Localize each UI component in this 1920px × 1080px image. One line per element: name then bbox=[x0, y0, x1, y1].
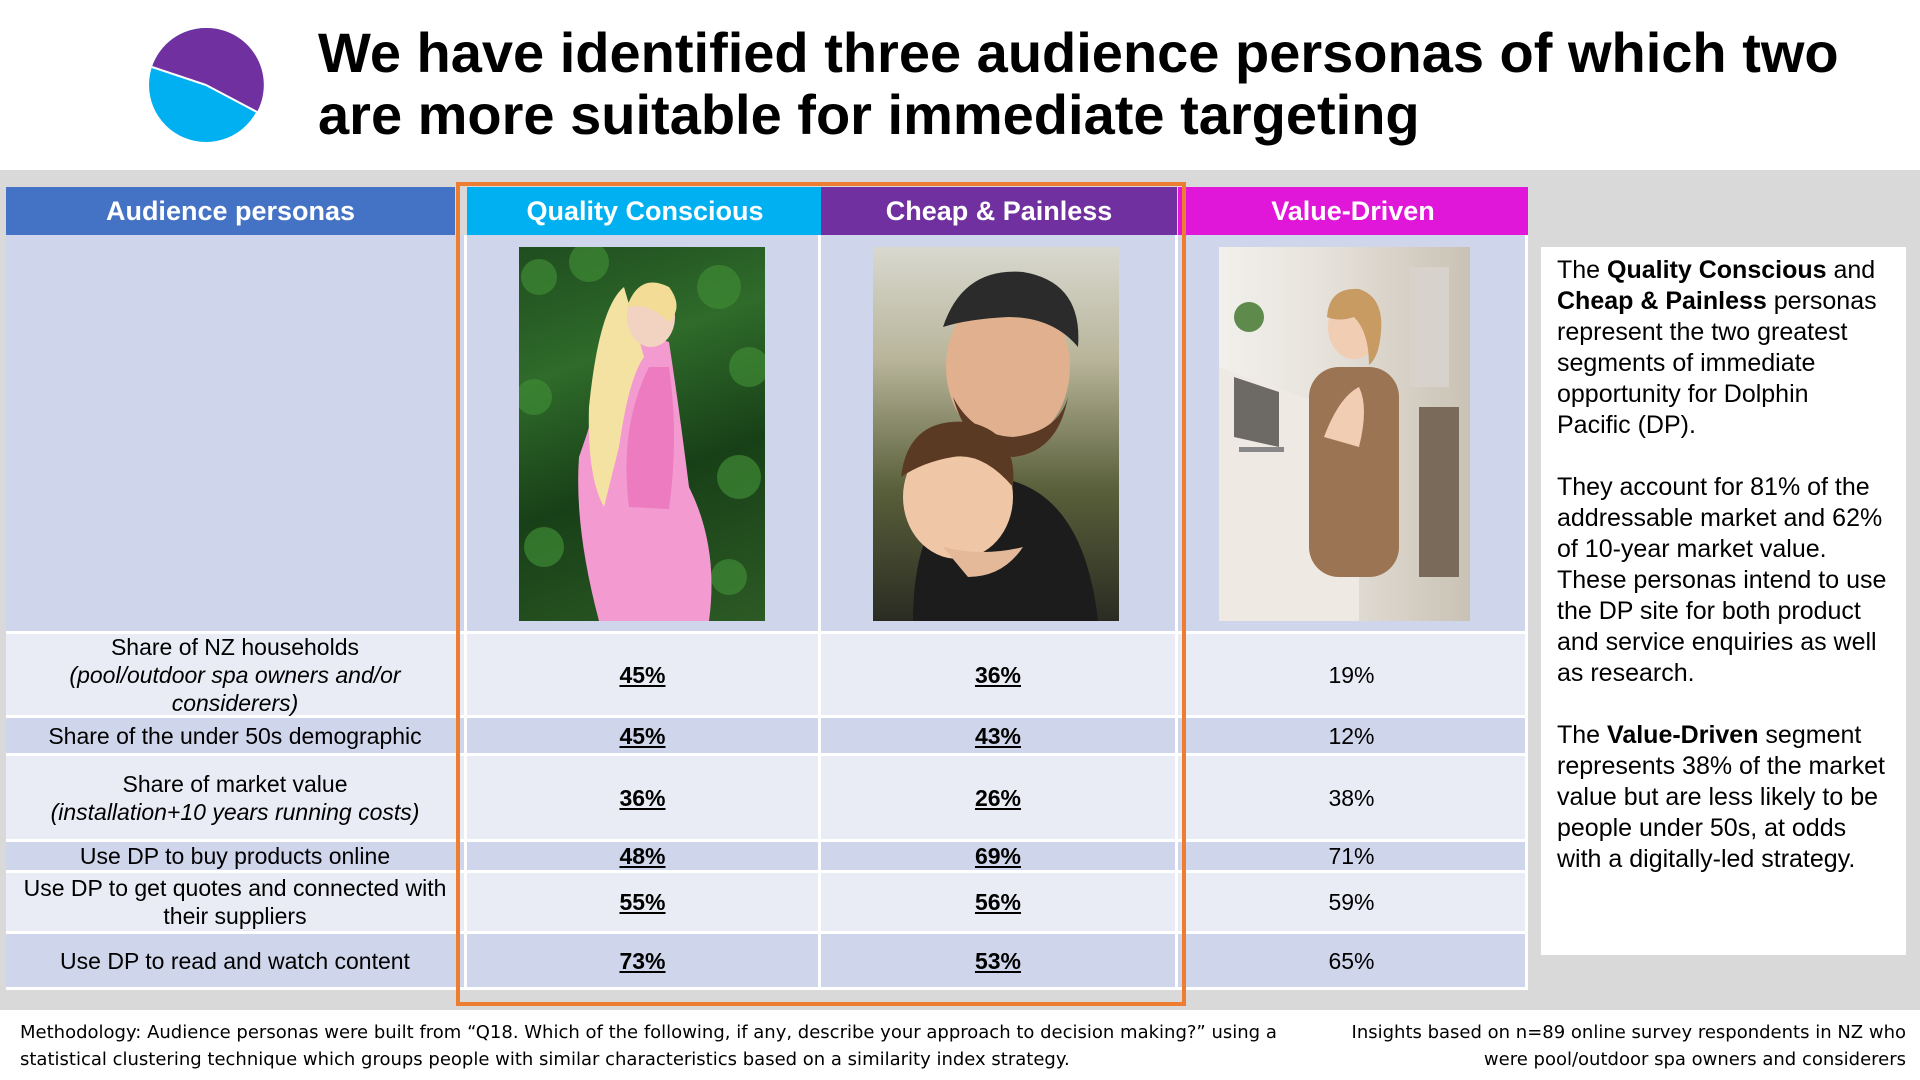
quality-value-text: 45% bbox=[619, 722, 666, 749]
personas-table: Audience personas Quality Conscious Chea… bbox=[6, 187, 1528, 1004]
insights-footnote: Insights based on n=89 online survey res… bbox=[1351, 1022, 1906, 1070]
row-label: Share of the under 50s demographic bbox=[6, 718, 467, 756]
value-driven-photo bbox=[1219, 247, 1470, 621]
note-bold-value: Value-Driven bbox=[1607, 721, 1759, 749]
cheap-painless-photo bbox=[873, 247, 1119, 621]
value-driven-value: 59% bbox=[1178, 873, 1528, 934]
header: We have identified three audience person… bbox=[0, 0, 1920, 170]
row-label: Share of market value (installation+10 y… bbox=[6, 756, 467, 842]
row-label-main: Share of NZ households bbox=[110, 633, 360, 660]
note-paragraph-1: The Quality Conscious and Cheap & Painle… bbox=[1557, 255, 1888, 441]
cheap-value-text: 56% bbox=[974, 889, 1022, 915]
note-bold-quality: Quality Conscious bbox=[1607, 256, 1827, 284]
note-text: The bbox=[1557, 721, 1608, 749]
pie-chart-icon bbox=[146, 25, 266, 145]
cheap-value: 53% bbox=[821, 934, 1178, 990]
row-label: Share of NZ households (pool/outdoor spa… bbox=[6, 634, 467, 718]
row-label: Use DP to read and watch content bbox=[6, 934, 467, 990]
quality-value: 73% bbox=[467, 934, 821, 990]
quality-value: 55% bbox=[467, 873, 821, 934]
cheap-value: 43% bbox=[821, 718, 1178, 756]
quality-value-text: 73% bbox=[619, 947, 666, 974]
cheap-value: 69% bbox=[821, 842, 1178, 873]
quality-value-text: 45% bbox=[619, 661, 666, 688]
page-title: We have identified three audience person… bbox=[318, 21, 1839, 146]
row-label: Use DP to get quotes and connected with … bbox=[6, 873, 467, 934]
note-text: personas represent the two greatest segm… bbox=[1557, 287, 1877, 439]
value-driven-value: 19% bbox=[1178, 634, 1528, 718]
quality-conscious-photo bbox=[519, 247, 765, 621]
value-driven-value: 65% bbox=[1178, 934, 1528, 990]
header-audience-personas: Audience personas bbox=[6, 187, 455, 235]
note-text: and bbox=[1826, 256, 1876, 284]
row-label-sub: (installation+10 years running costs) bbox=[50, 798, 420, 825]
methodology-footnote: Methodology: Audience personas were buil… bbox=[20, 1022, 1277, 1070]
header-cheap-painless: Cheap & Painless bbox=[821, 187, 1177, 235]
photo-row-label-cell bbox=[6, 235, 467, 634]
value-driven-value: 71% bbox=[1178, 842, 1528, 873]
cheap-value: 26% bbox=[821, 756, 1178, 842]
note-text: The bbox=[1557, 256, 1608, 284]
quality-value: 36% bbox=[467, 756, 821, 842]
quality-value-text: 55% bbox=[619, 889, 666, 915]
cheap-value: 56% bbox=[821, 873, 1178, 934]
quality-value-text: 48% bbox=[619, 843, 666, 869]
row-label-main: Share of market value bbox=[122, 770, 348, 797]
cheap-value-text: 69% bbox=[974, 843, 1022, 869]
cheap-value: 36% bbox=[821, 634, 1178, 718]
value-driven-value: 12% bbox=[1178, 718, 1528, 756]
quality-value: 45% bbox=[467, 634, 821, 718]
cheap-value-text: 36% bbox=[974, 661, 1022, 688]
value-driven-value: 38% bbox=[1178, 756, 1528, 842]
quality-value: 45% bbox=[467, 718, 821, 756]
row-label: Use DP to buy products online bbox=[6, 842, 467, 873]
row-label-sub: (pool/outdoor spa owners and/or consider… bbox=[69, 661, 401, 716]
note-paragraph-3: The Value-Driven segment represents 38% … bbox=[1557, 720, 1888, 875]
note-bold-cheap: Cheap & Painless bbox=[1557, 287, 1767, 315]
insight-note: The Quality Conscious and Cheap & Painle… bbox=[1541, 247, 1906, 955]
quality-value: 48% bbox=[467, 842, 821, 873]
note-paragraph-2: They account for 81% of the addressable … bbox=[1557, 473, 1887, 687]
cheap-value-text: 26% bbox=[974, 784, 1022, 811]
quality-value-text: 36% bbox=[619, 784, 666, 811]
header-value-driven: Value-Driven bbox=[1178, 187, 1528, 235]
header-quality-conscious: Quality Conscious bbox=[467, 187, 823, 235]
cheap-value-text: 43% bbox=[974, 722, 1022, 749]
note-text: segment represents 38% of the market val… bbox=[1557, 721, 1885, 873]
cheap-value-text: 53% bbox=[974, 947, 1022, 974]
